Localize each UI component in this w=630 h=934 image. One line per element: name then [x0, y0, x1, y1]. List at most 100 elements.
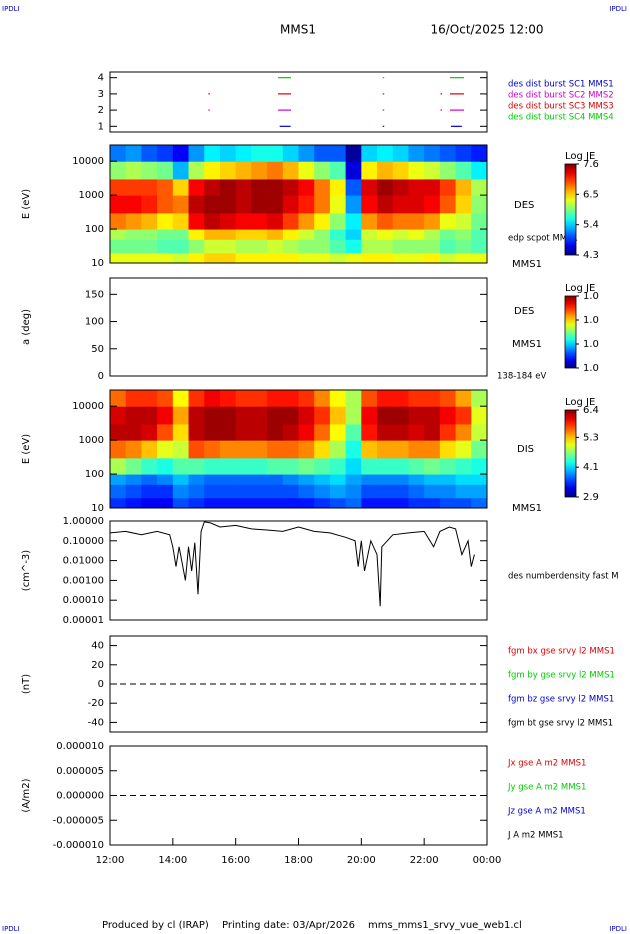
heat-cell	[377, 484, 394, 499]
heat-cell	[439, 406, 457, 425]
y-tick-label: 0.000000	[56, 791, 104, 802]
heat-cell	[408, 161, 425, 180]
legend-entry: des dist burst SC2 MMS2	[508, 91, 614, 101]
heat-cell	[392, 457, 409, 475]
heat-cell	[424, 178, 441, 196]
heat-cell	[235, 406, 252, 425]
heat-cell	[251, 497, 268, 508]
colorbar-tick-label: 1.0	[583, 363, 599, 374]
heat-cell	[110, 229, 127, 240]
legend-entry: fgm bz gse srvy l2 MMS1	[508, 695, 614, 705]
y-tick-label: 10000	[72, 401, 104, 412]
heat-cell	[408, 497, 425, 508]
y-tick-label: 0	[98, 679, 104, 690]
heat-cell	[424, 195, 441, 214]
heat-cell	[408, 212, 425, 230]
heat-cell	[361, 406, 378, 425]
legend-entry: fgm bx gse srvy l2 MMS1	[508, 647, 615, 657]
heat-cell	[471, 195, 487, 214]
corner-label: IPDLI	[2, 5, 20, 13]
heat-cell	[110, 145, 127, 162]
heat-cell	[204, 497, 221, 508]
heat-cell	[172, 195, 190, 214]
heat-cell	[267, 440, 284, 459]
heat-cell	[392, 497, 409, 508]
heat-cell	[298, 145, 315, 162]
heat-cell	[141, 252, 158, 263]
heat-cell	[361, 178, 378, 196]
heat-cell	[157, 212, 174, 230]
colorbar	[564, 409, 577, 498]
heat-cell	[157, 195, 174, 214]
footer-date: Printing date: 03/Apr/2026	[222, 920, 355, 931]
heat-cell	[408, 145, 425, 162]
y-tick-label: 10000	[72, 156, 104, 167]
heat-cell	[172, 145, 190, 162]
heat-cell	[141, 406, 158, 425]
heat-cell	[392, 406, 409, 425]
heat-cell	[424, 457, 441, 475]
heat-cell	[219, 145, 237, 162]
heat-cell	[267, 474, 284, 485]
side-label: DES	[514, 200, 534, 211]
heat-cell	[188, 239, 205, 254]
heat-cell	[471, 178, 487, 196]
heat-cell	[172, 212, 190, 230]
colorbar-tick-label: 7.6	[583, 159, 599, 170]
heat-cell	[377, 423, 394, 441]
heat-cell	[219, 195, 237, 214]
y-tick-label: 1000	[79, 190, 104, 201]
heat-cell	[298, 423, 315, 441]
panel-frame	[109, 389, 488, 509]
heat-cell	[235, 229, 252, 240]
heat-cell	[361, 390, 378, 407]
heat-cell	[172, 406, 190, 425]
heat-cell	[251, 145, 268, 162]
heat-cell	[314, 440, 331, 459]
heat-cell	[471, 423, 487, 441]
heat-cell	[471, 484, 487, 499]
heat-cell	[298, 484, 315, 499]
heat-cell	[251, 212, 268, 230]
heat-cell	[329, 178, 347, 196]
legend-entry: J A m2 MMS1	[507, 831, 564, 841]
colorbar-title: Log JE	[565, 283, 595, 294]
heat-cell	[455, 484, 472, 499]
heat-cell	[251, 484, 268, 499]
heat-cell	[345, 474, 362, 485]
heat-cell	[110, 440, 127, 459]
heat-cell	[424, 440, 441, 459]
heat-cell	[314, 457, 331, 475]
x-tick-label: 20:00	[347, 855, 376, 866]
heat-cell	[267, 390, 284, 407]
heat-cell	[172, 161, 190, 180]
heat-cell	[298, 406, 315, 425]
y-tick-label: -0.000005	[53, 815, 104, 826]
heat-cell	[345, 229, 362, 240]
heat-cell	[282, 484, 299, 499]
heat-cell	[439, 484, 457, 499]
y-tick-label: 0	[98, 371, 104, 382]
heat-cell	[204, 161, 221, 180]
heat-cell	[455, 497, 472, 508]
heat-cell	[298, 390, 315, 407]
heat-cell	[298, 178, 315, 196]
colorbar-tick-label: 5.4	[583, 220, 599, 231]
heat-cell	[439, 457, 457, 475]
colorbar-title: Log JE	[565, 397, 595, 408]
heat-cell	[345, 178, 362, 196]
heat-cell	[125, 474, 142, 485]
heat-cell	[361, 457, 378, 475]
heat-cell	[314, 484, 331, 499]
panel	[110, 145, 487, 263]
heat-cell	[267, 212, 284, 230]
side-label: MMS1	[512, 503, 542, 514]
heat-cell	[392, 390, 409, 407]
heat-cell	[455, 252, 472, 263]
heat-cell	[471, 252, 487, 263]
heat-cell	[219, 423, 237, 441]
heat-cell	[235, 474, 252, 485]
heat-cell	[377, 474, 394, 485]
heat-cell	[471, 229, 487, 240]
heat-cell	[219, 406, 237, 425]
